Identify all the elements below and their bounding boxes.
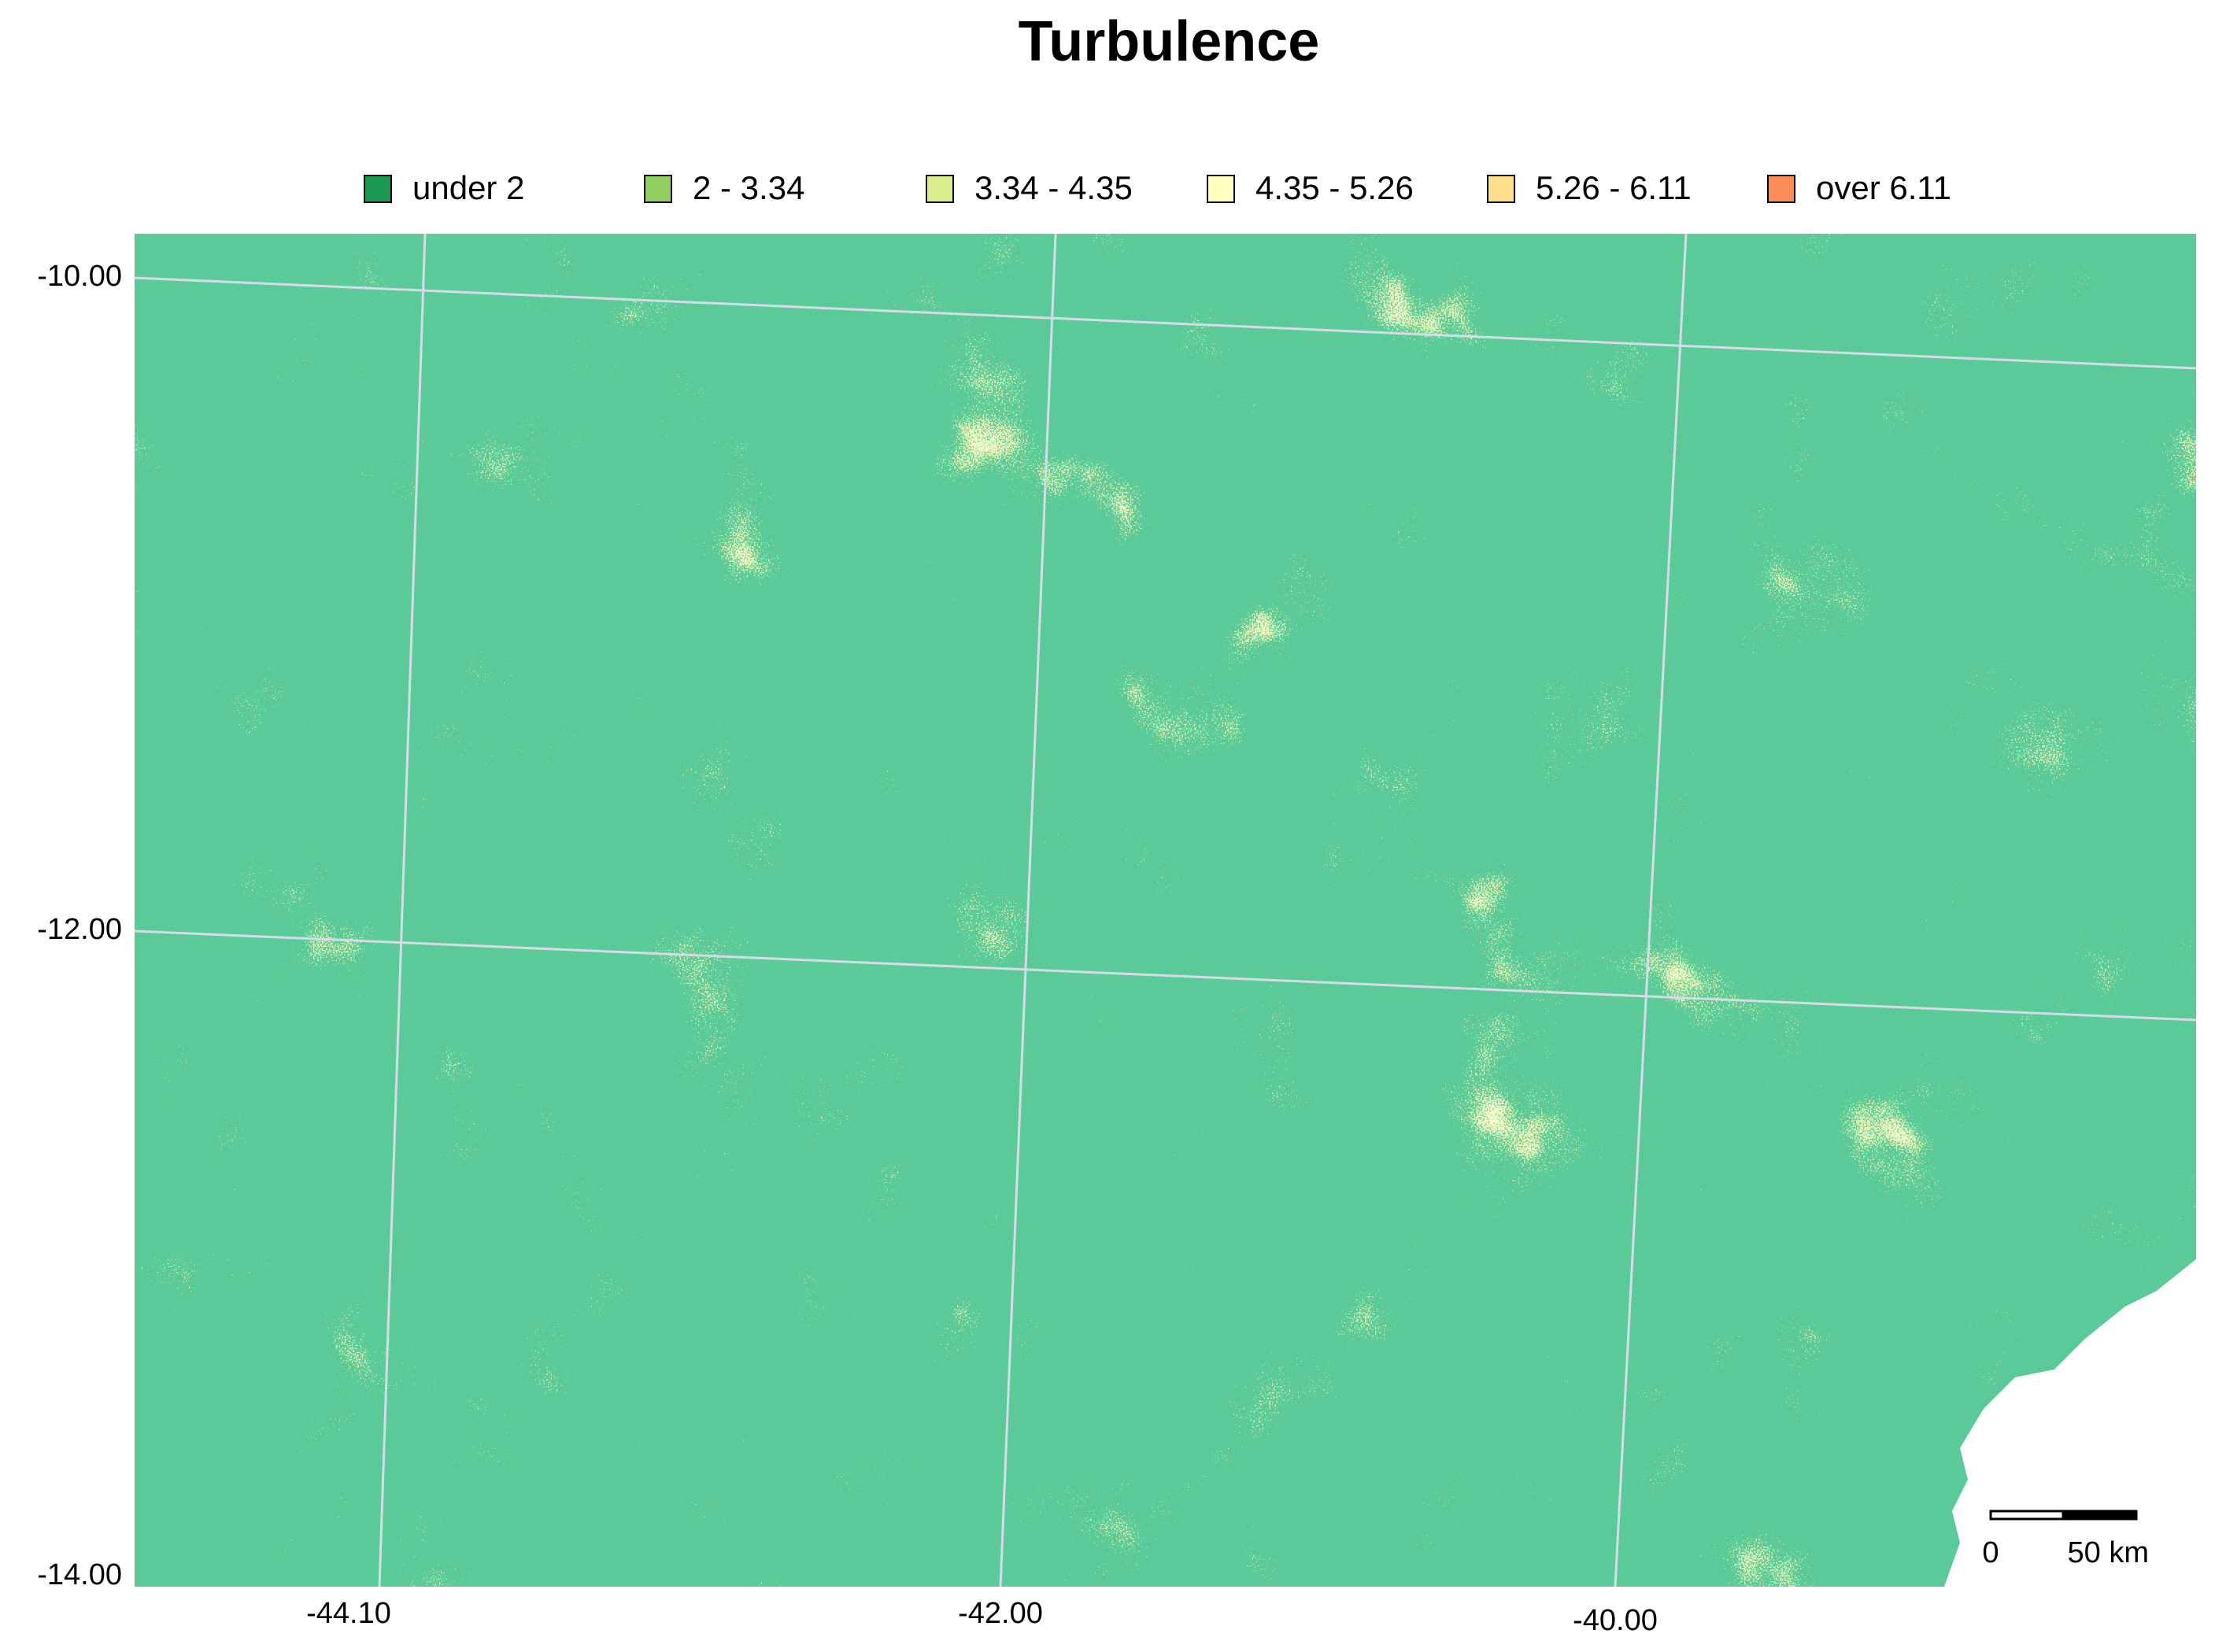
y-tick-label: -10.00 [37,260,122,293]
legend-label: 3.34 - 4.35 [974,169,1133,206]
legend-label: 4.35 - 5.26 [1255,169,1414,206]
legend-label: 2 - 3.34 [693,169,804,206]
legend-label: over 6.11 [1816,169,1951,206]
legend-swatch [926,175,954,203]
scale-bar-black [2062,1510,2138,1521]
legend-swatch [1487,175,1515,203]
scale-bar-white [1989,1510,2065,1521]
no-data-area [1944,1259,2196,1587]
axis-labels: -10.00 -12.00 -14.00 -44.10 -42.00 -40.00 [37,260,1658,1637]
legend-swatch [644,175,672,203]
graticule-line [1614,234,1688,1587]
graticule-line [378,234,427,1587]
legend-swatch [364,175,392,203]
map-title: Turbulence [1019,10,1320,73]
graticule [135,234,2196,1587]
legend: under 2 2 - 3.34 3.34 - 4.35 4.35 - 5.26 5.2… [364,169,1951,206]
graticule-line [135,276,2196,370]
legend-swatch [1767,175,1795,203]
map-area [135,234,2196,1587]
scale-bar: 0 50 km [1982,1510,2149,1569]
raster [135,234,2196,1587]
scale-start: 0 [1982,1536,1999,1569]
graticule-line [135,929,2196,1022]
legend-label: under 2 [412,169,524,206]
scale-end: 50 km [2068,1536,2149,1569]
x-tick-label: -40.00 [1573,1604,1658,1637]
x-tick-label: -44.10 [306,1597,391,1630]
y-tick-label: -14.00 [37,1558,122,1591]
legend-swatch [1207,175,1235,203]
x-tick-label: -42.00 [958,1597,1043,1630]
legend-label: 5.26 - 6.11 [1536,169,1692,206]
y-tick-label: -12.00 [37,913,122,946]
graticule-line [999,234,1057,1587]
